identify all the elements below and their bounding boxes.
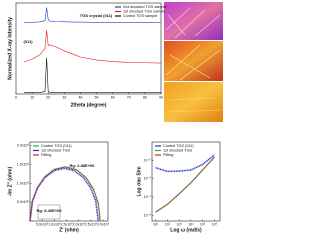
legend-label: 1st shocked TGS [163,149,193,153]
x-axis-label: Z' (ohm) [59,227,79,233]
series-line [155,154,215,173]
y-axis-label: -Im Z'' (ohm) [7,166,13,196]
series-line [24,7,161,24]
series-line [155,156,215,213]
annotation: (011) [23,39,33,44]
legend-label: Control TGS sample [123,14,157,18]
x-tick-label: 40 [78,95,82,99]
x-axis-label: Log ω (rad/s) [170,227,202,233]
annotation: Rg: 2.88E+06 [69,163,95,168]
x-tick-label: 90 [159,95,163,99]
y-tick-label: 10⁻⁷ [144,195,152,199]
x-tick-label: 10¹ [153,222,159,226]
x-tick-label: 5.0x10⁵ [36,222,49,226]
x-tick-label: 2.0x10⁶ [73,222,86,226]
x-tick-label: 60 [111,95,115,99]
x-tick-label: 20 [46,95,50,99]
x-axis-label: 2theta (degree) [71,102,107,108]
x-tick-label: 70 [127,95,131,99]
y-axis-label: Log σac S/m [136,166,142,197]
y-tick-label: 2.0x10⁶ [17,144,30,148]
x-tick-label: 0 [15,95,17,99]
plot-frame [29,141,109,222]
legend-label: Control TGS (011) [41,144,72,148]
figure: 0 10 20 30 40 50 60 70 80 90 2theta (degree) Normal… [7,2,223,233]
legend-label: Control TGS (011) [163,144,194,148]
y-tick-label: 1.0x10⁶ [17,181,30,185]
x-tick-label: 10 [30,95,34,99]
micrograph-texture [165,44,221,81]
micrograph-texture [165,7,221,39]
micrograph-image [164,41,223,81]
y-tick-label: 10⁻⁶ [144,177,152,181]
series-line [155,156,215,213]
inset-box [37,204,61,220]
x-tick-label: 30 [62,95,66,99]
annotation: Rg: 8.40E+05 [36,208,62,213]
x-tick-label: 3.0x10⁶ [97,222,110,226]
x-tick-label: 10⁵ [200,222,206,226]
series-line [23,30,162,64]
x-tick-label: 1.0x10⁶ [48,222,61,226]
x-tick-label: 1.5x10⁶ [60,222,73,226]
micrograph-image [164,82,223,122]
x-tick-label: 2.5x10⁶ [85,222,98,226]
x-tick-label: 10² [165,222,171,226]
x-tick-label: 80 [143,95,147,99]
micrograph-texture [167,97,221,113]
plot-frame [15,2,162,95]
x-tick-label: 10³ [176,222,182,226]
series-line [24,57,161,93]
x-tick-label: 10⁶ [212,222,218,226]
y-tick-label: 10⁻⁸ [144,213,152,217]
plot-frame [151,141,221,222]
legend-label: 1st shocked TGS sample [123,10,165,14]
y-tick-label: 1.5x10⁶ [17,163,30,167]
x-tick-label: 10⁴ [188,222,194,226]
y-tick-label: 5.0x10⁵ [17,200,30,204]
x-tick-label: 50 [95,95,99,99]
legend-label: 2nd shocked TGS sample [123,5,167,9]
series-line [29,166,101,222]
micrographs [164,2,223,122]
legend-label: Fitting [41,153,51,157]
legend-label: 1st shocked TGS [41,149,71,153]
y-tick-label: 10⁻⁵ [144,158,152,162]
y-axis-label: Normalized X-ray Intensity [7,17,13,80]
annotation: TGS crystal (011) [80,13,113,18]
legend-label: Fitting [163,153,173,157]
